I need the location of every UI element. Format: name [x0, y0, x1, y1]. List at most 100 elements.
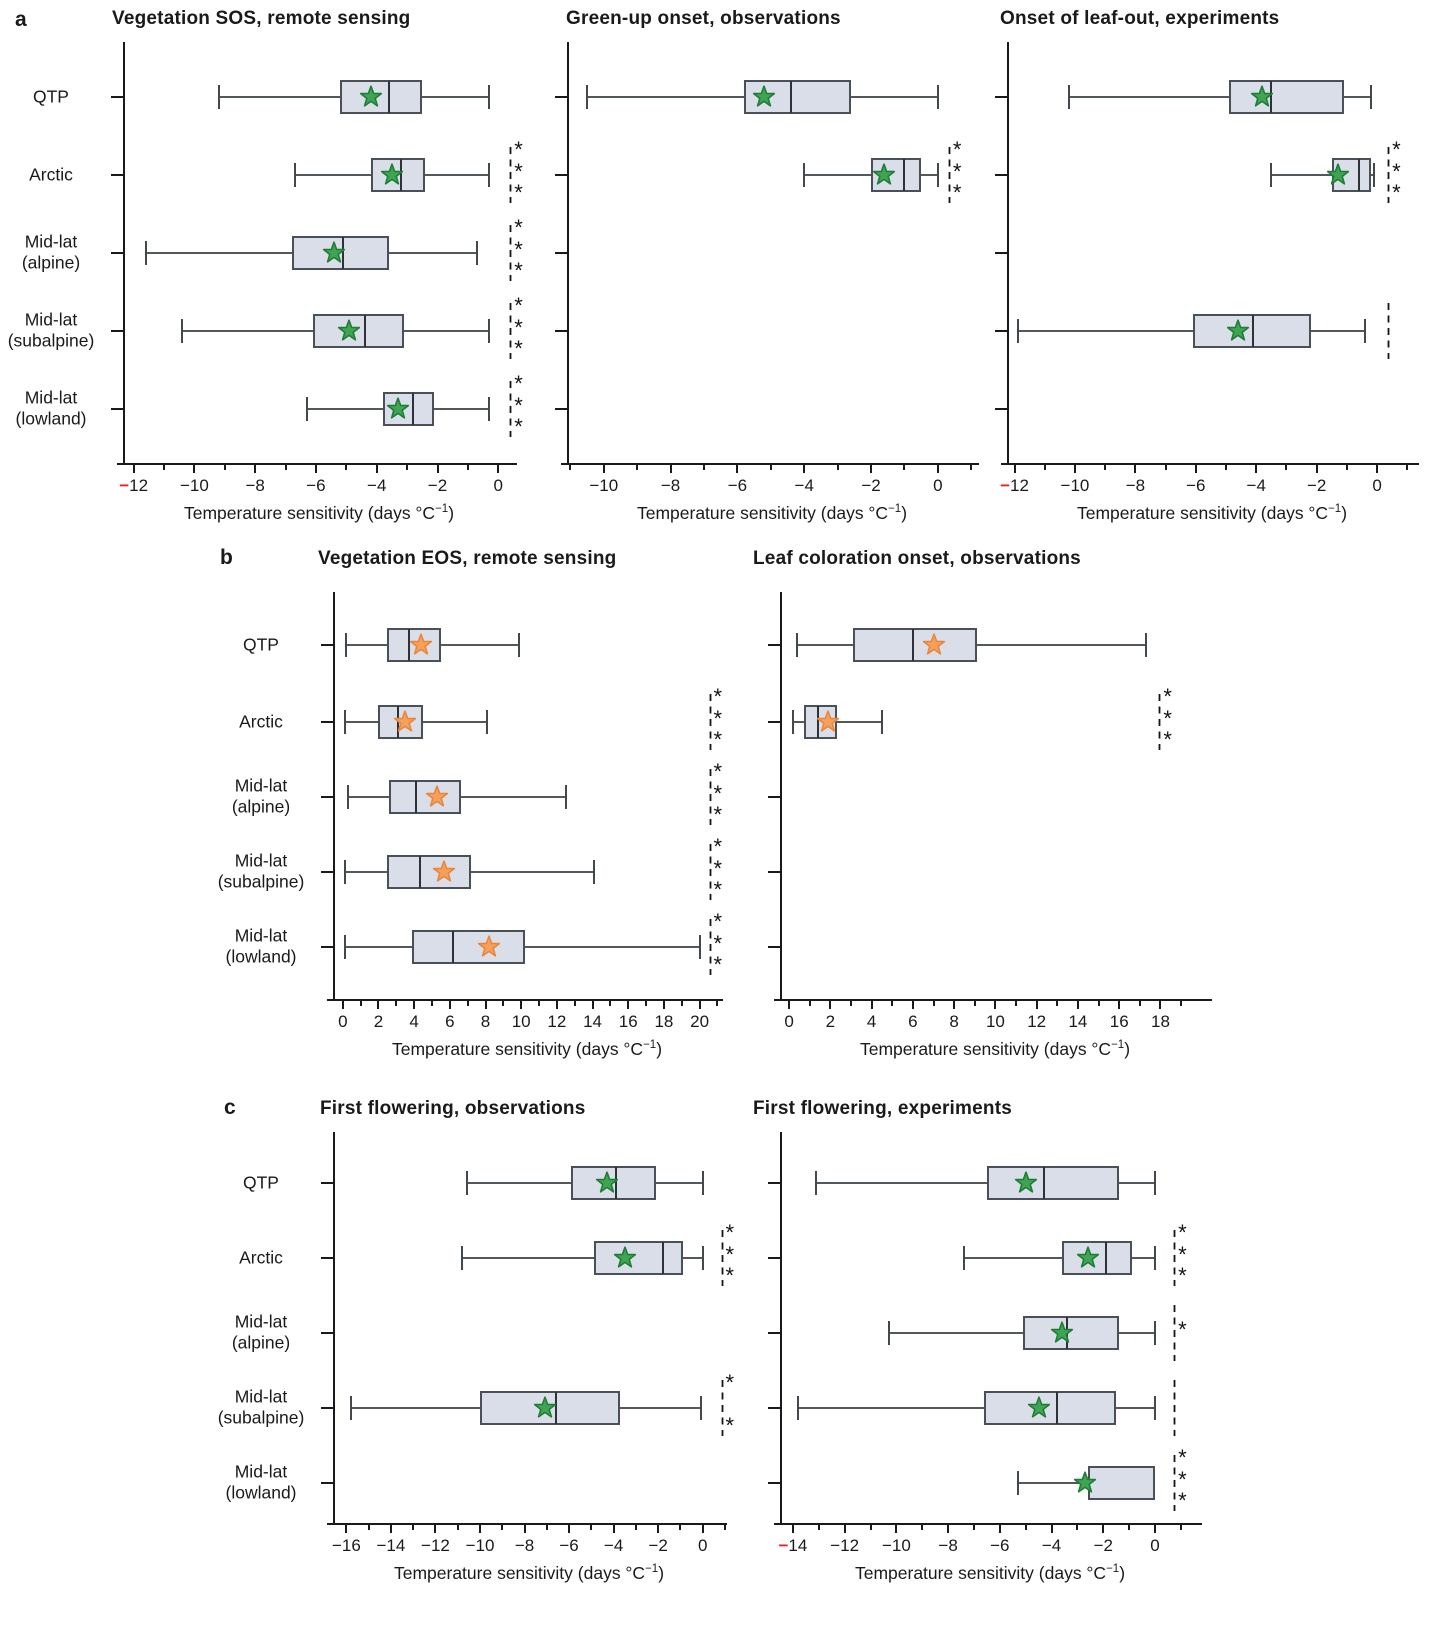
x-tick-label: 18 [1151, 1012, 1170, 1031]
significance-asterisk: * [713, 951, 723, 977]
whisker-cap-right [488, 318, 491, 343]
category-tick [321, 1331, 333, 1334]
significance-asterisk: * [713, 802, 723, 828]
red-axis-mark: − [119, 476, 130, 495]
category-tick [321, 1256, 333, 1259]
whisker-cap-left [293, 163, 296, 188]
x-tick [829, 1001, 832, 1009]
whisker-cap-right [476, 240, 478, 265]
x-tick [1076, 1001, 1079, 1009]
whisker-cap-left [343, 934, 346, 959]
significance-asterisk: * [713, 726, 723, 752]
significance-marker: * * * [509, 294, 529, 359]
x-minor-tick [609, 1001, 612, 1006]
x-tick [479, 1525, 481, 1533]
mean-star-icon [595, 1171, 619, 1195]
x-minor-tick [817, 1525, 820, 1530]
mean-star-icon [1226, 319, 1250, 343]
x-tick [1102, 1525, 1105, 1533]
category-tick [768, 1482, 780, 1485]
x-tick-label: 14 [583, 1012, 603, 1031]
x-axis-label: Temperature sensitivity (days °C−1) [183, 503, 455, 523]
x-axis-label: Temperature sensitivity (days °C−1) [1076, 503, 1348, 523]
x-tick [736, 465, 739, 473]
x-minor-tick [1225, 465, 1228, 470]
mean-star-icon [432, 860, 456, 884]
x-minor-tick [1179, 1525, 1182, 1530]
x-axis-label: Temperature sensitivity (days °C−1) [393, 1563, 665, 1583]
panel-title: Onset of leaf-out, experiments [1000, 8, 1280, 29]
x-tick-label: −12 [830, 1536, 860, 1555]
median-line [407, 628, 410, 661]
median-line [363, 314, 366, 347]
significance-marker: * * * [1158, 685, 1178, 752]
category-tick [555, 408, 567, 411]
median-line [1252, 314, 1255, 347]
significance-marker [1387, 302, 1407, 359]
panel-title: First flowering, experiments [753, 1098, 1012, 1119]
whisker-cap-right [936, 163, 939, 188]
significance-asterisk: * [1163, 726, 1172, 752]
category-tick [111, 96, 123, 99]
category-tick [321, 1407, 333, 1410]
whisker-cap-right [1154, 1320, 1156, 1345]
box [1061, 1240, 1132, 1275]
whisker-cap-left [349, 1396, 352, 1421]
whisker-cap-right [518, 632, 521, 657]
category-tick [768, 1256, 780, 1259]
x-minor-tick [1043, 465, 1046, 470]
x-tick-label: −6 [727, 476, 748, 495]
x-minor-tick [412, 1525, 415, 1530]
x-minor-tick [716, 1001, 719, 1006]
significance-asterisk: * [1178, 1219, 1187, 1245]
x-minor-tick [538, 1001, 541, 1006]
x-tick [1194, 465, 1197, 473]
median-line [400, 159, 403, 192]
median-line [1270, 81, 1273, 114]
significance-asterisk: * [514, 236, 523, 262]
x-minor-tick [223, 465, 226, 470]
x-tick [520, 1001, 523, 1009]
plot-area-a2: −10 −8 −6 −4 −2 0 Temperature sensitivity (day… [555, 42, 979, 523]
x-tick-label: 0 [784, 1012, 794, 1031]
x-tick [870, 1001, 873, 1009]
x-tick-label: −16 [331, 1536, 361, 1555]
y-axis-spine [780, 592, 782, 1001]
significance-asterisk: * [713, 759, 723, 785]
x-tick [1035, 1001, 1038, 1009]
mean-star-icon [752, 85, 776, 109]
category-label: Mid-lat (alpine) [21, 231, 81, 273]
x-tick-label: −4 [1041, 1536, 1062, 1555]
x-minor-tick [1406, 465, 1409, 470]
whisker-line [462, 1256, 703, 1259]
x-minor-tick [573, 1001, 576, 1006]
x-tick-label: −2 [861, 476, 881, 495]
x-tick [497, 465, 500, 473]
x-tick-label: −12 [421, 1536, 450, 1555]
x-tick [389, 1525, 392, 1533]
x-tick [627, 1001, 630, 1009]
box [853, 627, 977, 662]
median-line [342, 236, 345, 269]
whisker-cap-right [699, 1396, 702, 1421]
category-tick [111, 329, 123, 332]
plot-area-b2: 0 2 4 6 8 10 12 14 16 18 Temperature sensitivity (… [768, 592, 1212, 1059]
category-tick [995, 408, 1007, 411]
panel-letter-a: a [15, 8, 27, 31]
significance-asterisk: * [514, 180, 523, 206]
category-label: QTP [33, 86, 69, 107]
whisker-cap-left [586, 85, 589, 110]
significance-marker: * [1173, 1304, 1193, 1361]
x-tick [657, 1525, 660, 1533]
median-line [414, 781, 417, 814]
significance-marker: * * * [709, 836, 729, 901]
x-minor-tick [284, 465, 287, 470]
x-tick-label: 6 [908, 1012, 918, 1031]
category-tick [111, 408, 123, 411]
box [378, 704, 424, 739]
x-tick [895, 1525, 898, 1533]
median-line [412, 393, 415, 426]
x-tick [994, 1001, 997, 1009]
x-tick [341, 1001, 344, 1009]
significance-asterisk: * [1178, 1488, 1187, 1514]
